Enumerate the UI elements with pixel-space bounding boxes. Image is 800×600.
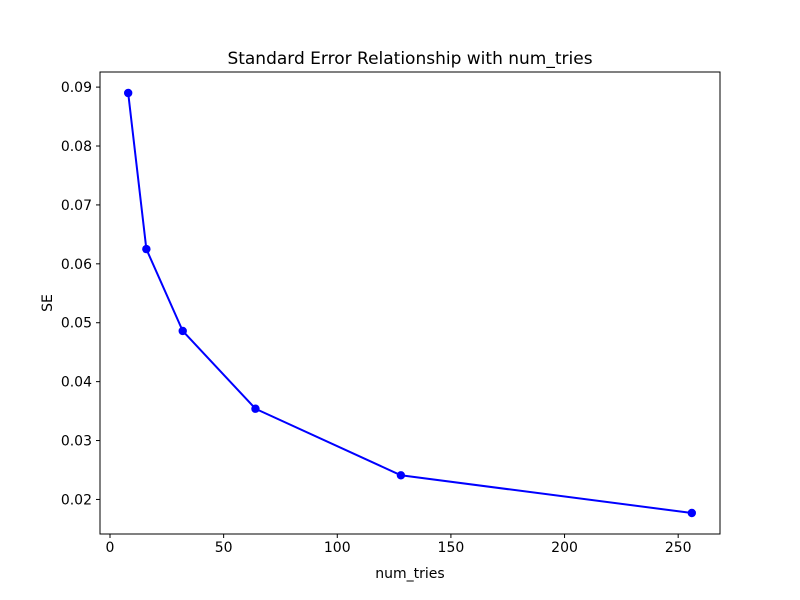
data-point — [123, 88, 133, 98]
x-axis-label: num_tries — [375, 566, 444, 582]
y-tick-label: 0.05 — [61, 316, 92, 332]
data-point — [396, 471, 406, 480]
y-tick-label: 0.02 — [61, 492, 92, 508]
y-tick-label: 0.03 — [61, 434, 92, 450]
data-point — [251, 404, 260, 413]
y-tick-label: 0.08 — [61, 139, 92, 155]
x-tick-label: 50 — [215, 540, 233, 556]
y-tick-label: 0.06 — [61, 257, 92, 273]
x-tick-label: 100 — [324, 540, 351, 556]
x-tick-label: 0 — [106, 540, 115, 556]
data-line — [127, 92, 693, 514]
x-tick-label: 150 — [438, 540, 465, 556]
y-tick-label: 0.04 — [61, 375, 92, 391]
data-point — [178, 326, 187, 336]
chart-title: Standard Error Relationship with num_tri… — [227, 49, 592, 69]
y-axis-label: SE — [40, 294, 56, 312]
y-tick-label: 0.09 — [61, 80, 92, 96]
y-tick-label: 0.07 — [61, 198, 92, 214]
x-tick-label: 200 — [551, 540, 578, 556]
data-point — [687, 508, 697, 518]
data-point — [142, 244, 151, 254]
x-tick-label: 250 — [665, 540, 692, 556]
axes-frame — [99, 71, 721, 535]
